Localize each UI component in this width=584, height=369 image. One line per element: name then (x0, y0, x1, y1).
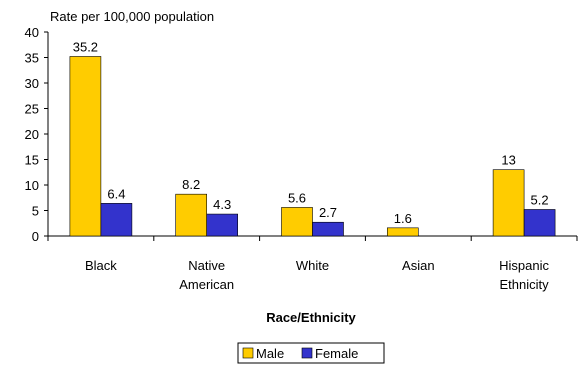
data-label: 4.3 (213, 197, 231, 212)
bar-male (69, 56, 102, 237)
category-label: Asian (402, 258, 435, 273)
y-tick-label: 15 (25, 153, 39, 168)
category-label: Hispanic (499, 258, 549, 273)
data-label: 13 (501, 153, 515, 168)
bar-female (206, 213, 238, 237)
category-label: White (296, 258, 329, 273)
y-tick-label: 40 (25, 25, 39, 40)
data-label: 5.2 (531, 192, 549, 207)
legend-label-female: Female (315, 346, 358, 361)
data-label: 1.6 (394, 211, 412, 226)
bar-male (281, 207, 313, 237)
y-tick-label: 5 (32, 204, 39, 219)
y-tick-label: 35 (25, 51, 39, 66)
y-tick-label: 0 (32, 229, 39, 244)
bar-female (523, 209, 556, 237)
category-label: American (179, 277, 234, 292)
y-tick-label: 30 (25, 76, 39, 91)
data-label: 6.4 (107, 186, 125, 201)
bar-female (312, 221, 344, 237)
data-label: 8.2 (182, 177, 200, 192)
data-label: 5.6 (288, 190, 306, 205)
x-axis-label: Race/Ethnicity (266, 310, 356, 325)
y-axis-label: Rate per 100,000 population (50, 9, 214, 24)
legend-swatch-female (301, 347, 313, 359)
legend: Male Female (237, 342, 385, 364)
y-tick-label: 25 (25, 102, 39, 117)
y-tick-label: 20 (25, 127, 39, 142)
plot-area: 0 5 10 15 20 25 30 35 40 Black Native American White… (25, 25, 578, 292)
bar-male (492, 169, 525, 237)
y-tick-label: 10 (25, 178, 39, 193)
legend-label-male: Male (256, 346, 284, 361)
bar-male (175, 193, 207, 237)
data-label: 35.2 (73, 39, 98, 54)
bar-female (100, 203, 133, 237)
category-label: Ethnicity (500, 277, 550, 292)
category-label: Native (188, 258, 225, 273)
legend-swatch-male (242, 347, 254, 359)
bar-male (386, 227, 419, 237)
data-label: 2.7 (319, 205, 337, 220)
category-label: Black (85, 258, 117, 273)
